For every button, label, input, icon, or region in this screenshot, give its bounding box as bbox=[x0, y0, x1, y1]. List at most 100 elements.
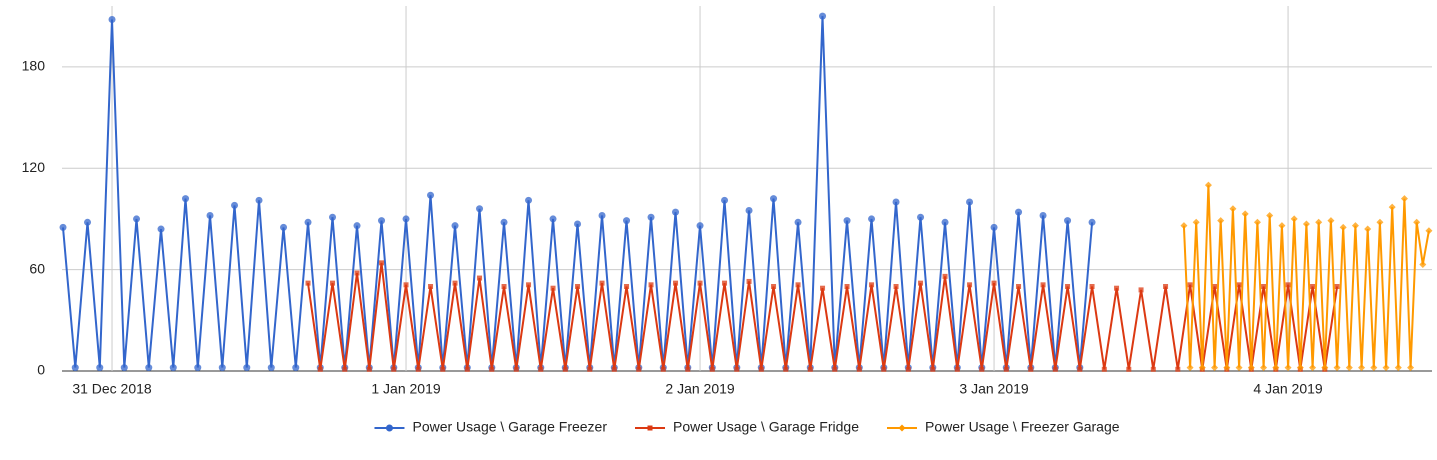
legend-marker bbox=[898, 424, 906, 432]
data-point bbox=[771, 284, 777, 290]
data-point bbox=[525, 196, 533, 204]
x-tick-label: 31 Dec 2018 bbox=[72, 381, 152, 397]
data-point bbox=[770, 195, 778, 203]
data-point bbox=[451, 222, 459, 230]
data-point bbox=[685, 366, 691, 372]
data-point bbox=[428, 284, 434, 290]
data-point bbox=[709, 366, 715, 372]
data-point bbox=[917, 213, 925, 221]
data-point bbox=[1309, 364, 1317, 372]
data-point bbox=[476, 205, 484, 213]
data-point bbox=[1272, 364, 1280, 372]
data-point bbox=[660, 366, 666, 372]
data-point bbox=[575, 284, 581, 290]
data-point bbox=[96, 364, 104, 372]
data-point bbox=[1028, 366, 1034, 372]
data-point bbox=[1235, 364, 1243, 372]
data-point bbox=[71, 364, 79, 372]
data-point bbox=[820, 285, 826, 291]
data-point bbox=[1285, 282, 1291, 288]
data-point bbox=[1186, 364, 1194, 372]
data-point bbox=[1223, 364, 1231, 372]
legend-marker bbox=[385, 424, 393, 432]
data-point bbox=[1015, 208, 1023, 216]
data-point bbox=[329, 213, 337, 221]
legend-label: Power Usage \ Garage Freezer bbox=[412, 419, 607, 435]
data-point bbox=[967, 282, 973, 288]
data-point bbox=[550, 285, 556, 291]
data-point bbox=[120, 364, 128, 372]
data-point bbox=[1296, 364, 1304, 372]
data-point bbox=[403, 282, 409, 288]
data-point bbox=[722, 280, 728, 286]
data-point bbox=[598, 212, 606, 220]
data-point bbox=[1003, 366, 1009, 372]
data-point bbox=[366, 366, 372, 372]
data-point bbox=[402, 215, 410, 223]
data-point bbox=[1388, 203, 1396, 211]
data-point bbox=[647, 213, 655, 221]
data-point bbox=[84, 218, 92, 226]
data-point bbox=[1040, 282, 1046, 288]
data-point bbox=[794, 218, 802, 226]
data-point bbox=[1315, 218, 1323, 226]
data-point bbox=[1180, 222, 1188, 230]
data-point bbox=[1261, 284, 1267, 290]
data-point bbox=[1425, 227, 1433, 235]
data-point bbox=[624, 284, 630, 290]
data-point bbox=[918, 280, 924, 286]
data-point bbox=[1052, 366, 1058, 372]
data-point bbox=[1284, 364, 1292, 372]
data-point bbox=[1400, 195, 1408, 203]
legend-label: Power Usage \ Freezer Garage bbox=[925, 419, 1120, 435]
data-point bbox=[954, 366, 960, 372]
data-point bbox=[267, 364, 275, 372]
data-point bbox=[1150, 366, 1156, 372]
data-point bbox=[1364, 225, 1372, 233]
data-point bbox=[1175, 366, 1181, 372]
data-point bbox=[526, 282, 532, 288]
legend-label: Power Usage \ Garage Fridge bbox=[673, 419, 859, 435]
data-point bbox=[697, 280, 703, 286]
data-point bbox=[979, 366, 985, 372]
data-point bbox=[218, 364, 226, 372]
data-point bbox=[501, 284, 507, 290]
data-point bbox=[990, 223, 998, 231]
data-point bbox=[1333, 364, 1341, 372]
data-point bbox=[562, 366, 568, 372]
data-point bbox=[169, 364, 177, 372]
x-tick-label: 4 Jan 2019 bbox=[1253, 381, 1322, 397]
data-point bbox=[745, 206, 753, 214]
data-point bbox=[696, 222, 704, 230]
data-point bbox=[1407, 364, 1415, 372]
data-point bbox=[194, 364, 202, 372]
data-point bbox=[1138, 287, 1144, 293]
data-point bbox=[611, 366, 617, 372]
x-tick-label: 2 Jan 2019 bbox=[665, 381, 734, 397]
data-point bbox=[966, 198, 974, 206]
data-point bbox=[1419, 261, 1427, 269]
data-point bbox=[991, 280, 997, 286]
data-point bbox=[734, 366, 740, 372]
data-point bbox=[1077, 366, 1083, 372]
data-point bbox=[1039, 212, 1047, 220]
data-point bbox=[379, 260, 385, 266]
data-point bbox=[868, 215, 876, 223]
data-point bbox=[1187, 282, 1193, 288]
data-point bbox=[892, 198, 900, 206]
data-point bbox=[1345, 364, 1353, 372]
data-point bbox=[1278, 222, 1286, 230]
data-point bbox=[133, 215, 141, 223]
data-point bbox=[330, 280, 336, 286]
data-point bbox=[157, 225, 165, 233]
data-point bbox=[673, 280, 679, 286]
data-point bbox=[721, 196, 729, 204]
data-point bbox=[783, 366, 789, 372]
data-point bbox=[1413, 218, 1421, 226]
data-point bbox=[746, 278, 752, 284]
data-point bbox=[255, 196, 263, 204]
data-point bbox=[292, 364, 300, 372]
data-point bbox=[1382, 364, 1390, 372]
data-point bbox=[489, 366, 495, 372]
